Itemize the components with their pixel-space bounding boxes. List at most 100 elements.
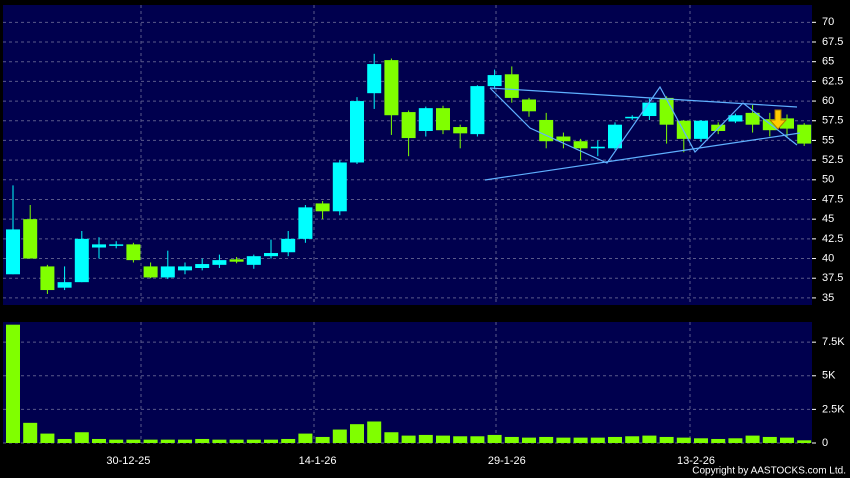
volume-bar (264, 439, 278, 443)
candle-body (625, 116, 640, 119)
y-tick-label: 47.5 (822, 193, 843, 205)
volume-bar (23, 422, 38, 443)
volume-bar (126, 439, 141, 443)
candle-body (57, 282, 72, 288)
volume-bar (92, 438, 106, 443)
volume-bar (74, 432, 89, 443)
volume-bar (728, 438, 743, 443)
y-tick-label: 70 (822, 16, 834, 28)
candle-body (642, 102, 657, 117)
candle-body (401, 112, 416, 139)
volume-bar (797, 440, 812, 443)
y-tick-label: 42.5 (822, 233, 843, 245)
volume-bar (418, 434, 433, 443)
volume-bar (246, 439, 261, 443)
candle-body (487, 75, 502, 87)
candle-body (212, 260, 227, 265)
volume-bar (229, 439, 244, 443)
candle-body (418, 108, 433, 131)
volume-bar (573, 437, 588, 443)
volume-bar (556, 437, 571, 443)
candle-body (522, 99, 536, 112)
x-tick-label: 29-1-26 (488, 455, 526, 467)
signal-arrow (768, 109, 788, 130)
volume-bar (6, 324, 20, 443)
candle-body (694, 120, 708, 139)
y-tick-label: 2.5K (822, 403, 845, 415)
volume-bar (780, 437, 794, 443)
x-tick-label: 14-1-26 (299, 455, 337, 467)
volume-bar (522, 437, 536, 443)
candle-body (23, 219, 38, 259)
volume-bar (642, 435, 657, 443)
volume-bar (57, 438, 72, 443)
y-tick-label: 0 (822, 437, 828, 449)
candle-body (298, 207, 313, 239)
candle-body (74, 238, 89, 283)
y-tick-label: 7.5K (822, 336, 845, 348)
trend-lines (484, 85, 801, 181)
candle-body (556, 136, 571, 142)
y-tick-label: 40 (822, 252, 834, 264)
candle-body (745, 112, 760, 125)
candle-body (676, 120, 691, 139)
candle-body (6, 229, 20, 275)
y-tick-label: 60 (822, 95, 834, 107)
volume-bar (659, 436, 674, 443)
price-panel (3, 5, 812, 305)
x-tick-label: 30-12-25 (106, 455, 150, 467)
candle-body (264, 253, 278, 257)
y-tick-label: 57.5 (822, 115, 843, 127)
volume-bar (160, 439, 175, 443)
volume-bar (212, 439, 227, 443)
candle-body (281, 238, 296, 253)
candle-body (436, 108, 450, 131)
volume-bar (676, 437, 691, 443)
support-line (484, 132, 801, 181)
candle-body (126, 244, 141, 261)
candle-body (573, 141, 588, 149)
volume-bar (539, 436, 554, 443)
candle-body (608, 124, 622, 149)
volume-bar (298, 433, 313, 443)
volume-bar (350, 424, 364, 443)
candle-body (780, 118, 794, 129)
candle-body (728, 115, 743, 122)
copyright: Copyright by AASTOCKS.com Ltd. (692, 466, 846, 477)
x-tick-label: 13-2-26 (677, 455, 715, 467)
candle-body (470, 86, 485, 135)
volume-bar (625, 436, 640, 443)
volume-bar (367, 421, 382, 443)
volume-bar (401, 435, 416, 443)
volume-bar (40, 433, 55, 443)
candle-body (195, 264, 210, 268)
candle-body (178, 266, 192, 271)
volume-panel (3, 322, 812, 443)
volume-bar (762, 436, 777, 443)
candle-body (246, 256, 261, 265)
volume-bar (109, 439, 124, 443)
y-tick-label: 5K (822, 370, 836, 382)
candle-body (332, 162, 347, 212)
candle-body (453, 127, 468, 134)
candle-body (143, 266, 158, 278)
volume-bar (453, 436, 468, 443)
candle-body (229, 259, 244, 262)
y-tick-label: 35 (822, 292, 834, 304)
volume-bar (178, 439, 192, 443)
candle-body (315, 203, 330, 212)
volume-bar (504, 436, 519, 443)
y-tick-label: 52.5 (822, 154, 843, 166)
volume-bar (384, 432, 399, 443)
candle-body (160, 266, 175, 278)
candle-body (762, 119, 777, 131)
candle-body (367, 64, 382, 94)
y-tick-label: 55 (822, 134, 834, 146)
candle-body (350, 101, 364, 163)
volume-bar (195, 438, 210, 443)
y-tick-label: 62.5 (822, 75, 843, 87)
candle-body (659, 97, 674, 125)
volume-bar (332, 429, 347, 443)
y-tick-label: 50 (822, 174, 834, 186)
